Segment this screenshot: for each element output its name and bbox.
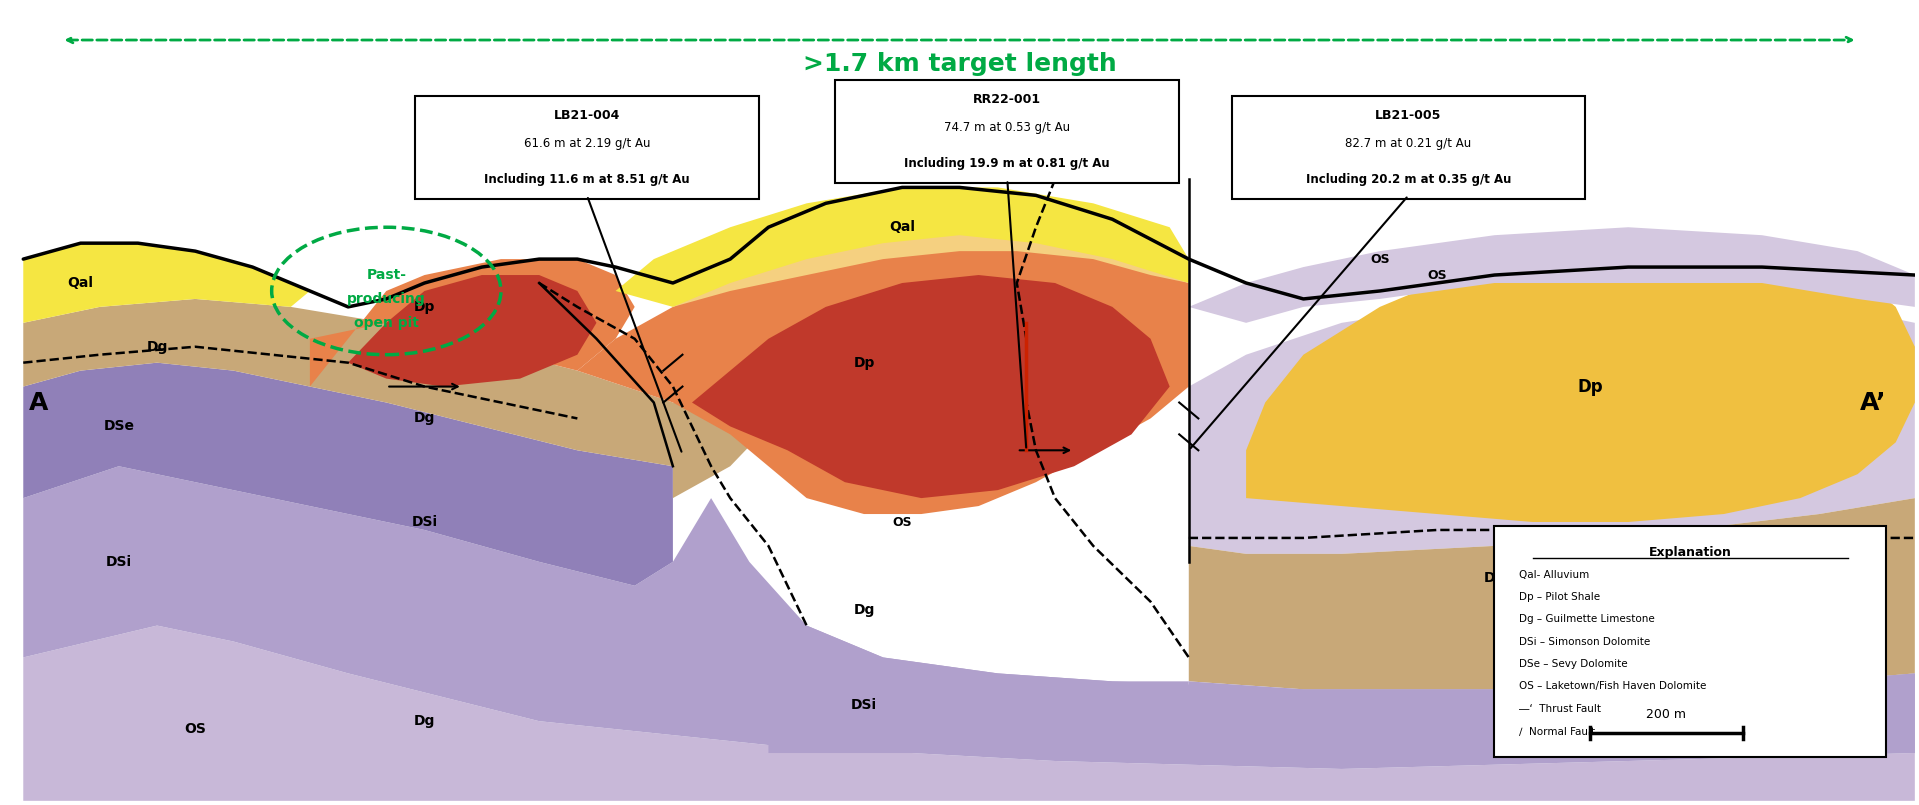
Text: A’: A’ <box>1860 390 1886 415</box>
Text: Including 11.6 m at 8.51 g/t Au: Including 11.6 m at 8.51 g/t Au <box>484 173 689 186</box>
Polygon shape <box>578 235 1188 514</box>
Text: DSi: DSi <box>106 555 132 569</box>
Text: 74.7 m at 0.53 g/t Au: 74.7 m at 0.53 g/t Au <box>944 121 1071 134</box>
Text: Dp: Dp <box>415 300 436 314</box>
FancyBboxPatch shape <box>835 80 1180 184</box>
Text: Dg: Dg <box>415 411 436 425</box>
Text: Dp: Dp <box>854 356 875 369</box>
Polygon shape <box>23 243 309 323</box>
Text: open pit: open pit <box>353 316 418 330</box>
Polygon shape <box>23 466 1915 769</box>
Text: Dp – Pilot Shale: Dp – Pilot Shale <box>1520 592 1600 602</box>
Text: OS – Laketown/Fish Haven Dolomite: OS – Laketown/Fish Haven Dolomite <box>1520 681 1706 691</box>
Text: A: A <box>29 390 48 415</box>
FancyBboxPatch shape <box>415 96 758 200</box>
Text: OS: OS <box>1370 253 1389 266</box>
Polygon shape <box>674 227 1188 307</box>
Text: LB21-005: LB21-005 <box>1376 109 1441 122</box>
Text: Past-: Past- <box>367 268 407 282</box>
Text: ∕  Normal Fault: ∕ Normal Fault <box>1520 726 1595 736</box>
Text: Dp: Dp <box>1577 378 1602 395</box>
Text: OS: OS <box>1428 269 1447 282</box>
Text: Qal: Qal <box>888 221 915 234</box>
Text: DSe – Sevy Dolomite: DSe – Sevy Dolomite <box>1520 659 1627 669</box>
Text: Including 19.9 m at 0.81 g/t Au: Including 19.9 m at 0.81 g/t Au <box>904 157 1109 170</box>
Polygon shape <box>616 188 1188 307</box>
Polygon shape <box>309 259 635 386</box>
FancyBboxPatch shape <box>1232 96 1585 200</box>
Text: 82.7 m at 0.21 g/t Au: 82.7 m at 0.21 g/t Au <box>1345 137 1472 150</box>
FancyBboxPatch shape <box>1495 526 1886 757</box>
Polygon shape <box>693 275 1171 498</box>
Text: producing: producing <box>347 292 426 306</box>
Text: OS: OS <box>184 722 205 736</box>
Text: 61.6 m at 2.19 g/t Au: 61.6 m at 2.19 g/t Au <box>524 137 651 150</box>
Text: DSi – Simonson Dolomite: DSi – Simonson Dolomite <box>1520 637 1650 646</box>
Text: LB21-004: LB21-004 <box>555 109 620 122</box>
Text: 200 m: 200 m <box>1647 708 1687 721</box>
Polygon shape <box>23 363 674 586</box>
Text: DSi: DSi <box>411 515 438 529</box>
Polygon shape <box>1188 227 1915 323</box>
Polygon shape <box>347 275 597 386</box>
Text: Dg: Dg <box>415 714 436 729</box>
Text: ―‘  Thrust Fault: ―‘ Thrust Fault <box>1520 704 1600 714</box>
Text: Explanation: Explanation <box>1648 546 1731 559</box>
Polygon shape <box>1188 498 1915 689</box>
Text: Qal: Qal <box>67 276 94 290</box>
Text: RR22-001: RR22-001 <box>973 93 1042 106</box>
Text: OS: OS <box>892 515 912 529</box>
Polygon shape <box>1188 673 1915 753</box>
Text: DSe: DSe <box>104 419 134 433</box>
Text: DSi: DSi <box>850 698 877 712</box>
Text: Dg: Dg <box>146 340 167 353</box>
Polygon shape <box>1188 291 1915 554</box>
Text: Dg: Dg <box>1483 571 1504 584</box>
Text: DSi: DSi <box>1520 714 1547 729</box>
Polygon shape <box>23 299 768 498</box>
Text: Including 20.2 m at 0.35 g/t Au: Including 20.2 m at 0.35 g/t Au <box>1305 173 1510 186</box>
Text: >1.7 km target length: >1.7 km target length <box>802 52 1117 76</box>
Polygon shape <box>23 625 1915 801</box>
Text: Dg – Guilmette Limestone: Dg – Guilmette Limestone <box>1520 614 1654 625</box>
Polygon shape <box>1245 235 1915 522</box>
Text: Dg: Dg <box>854 603 875 617</box>
Text: Qal- Alluvium: Qal- Alluvium <box>1520 570 1589 580</box>
Polygon shape <box>768 625 1188 753</box>
